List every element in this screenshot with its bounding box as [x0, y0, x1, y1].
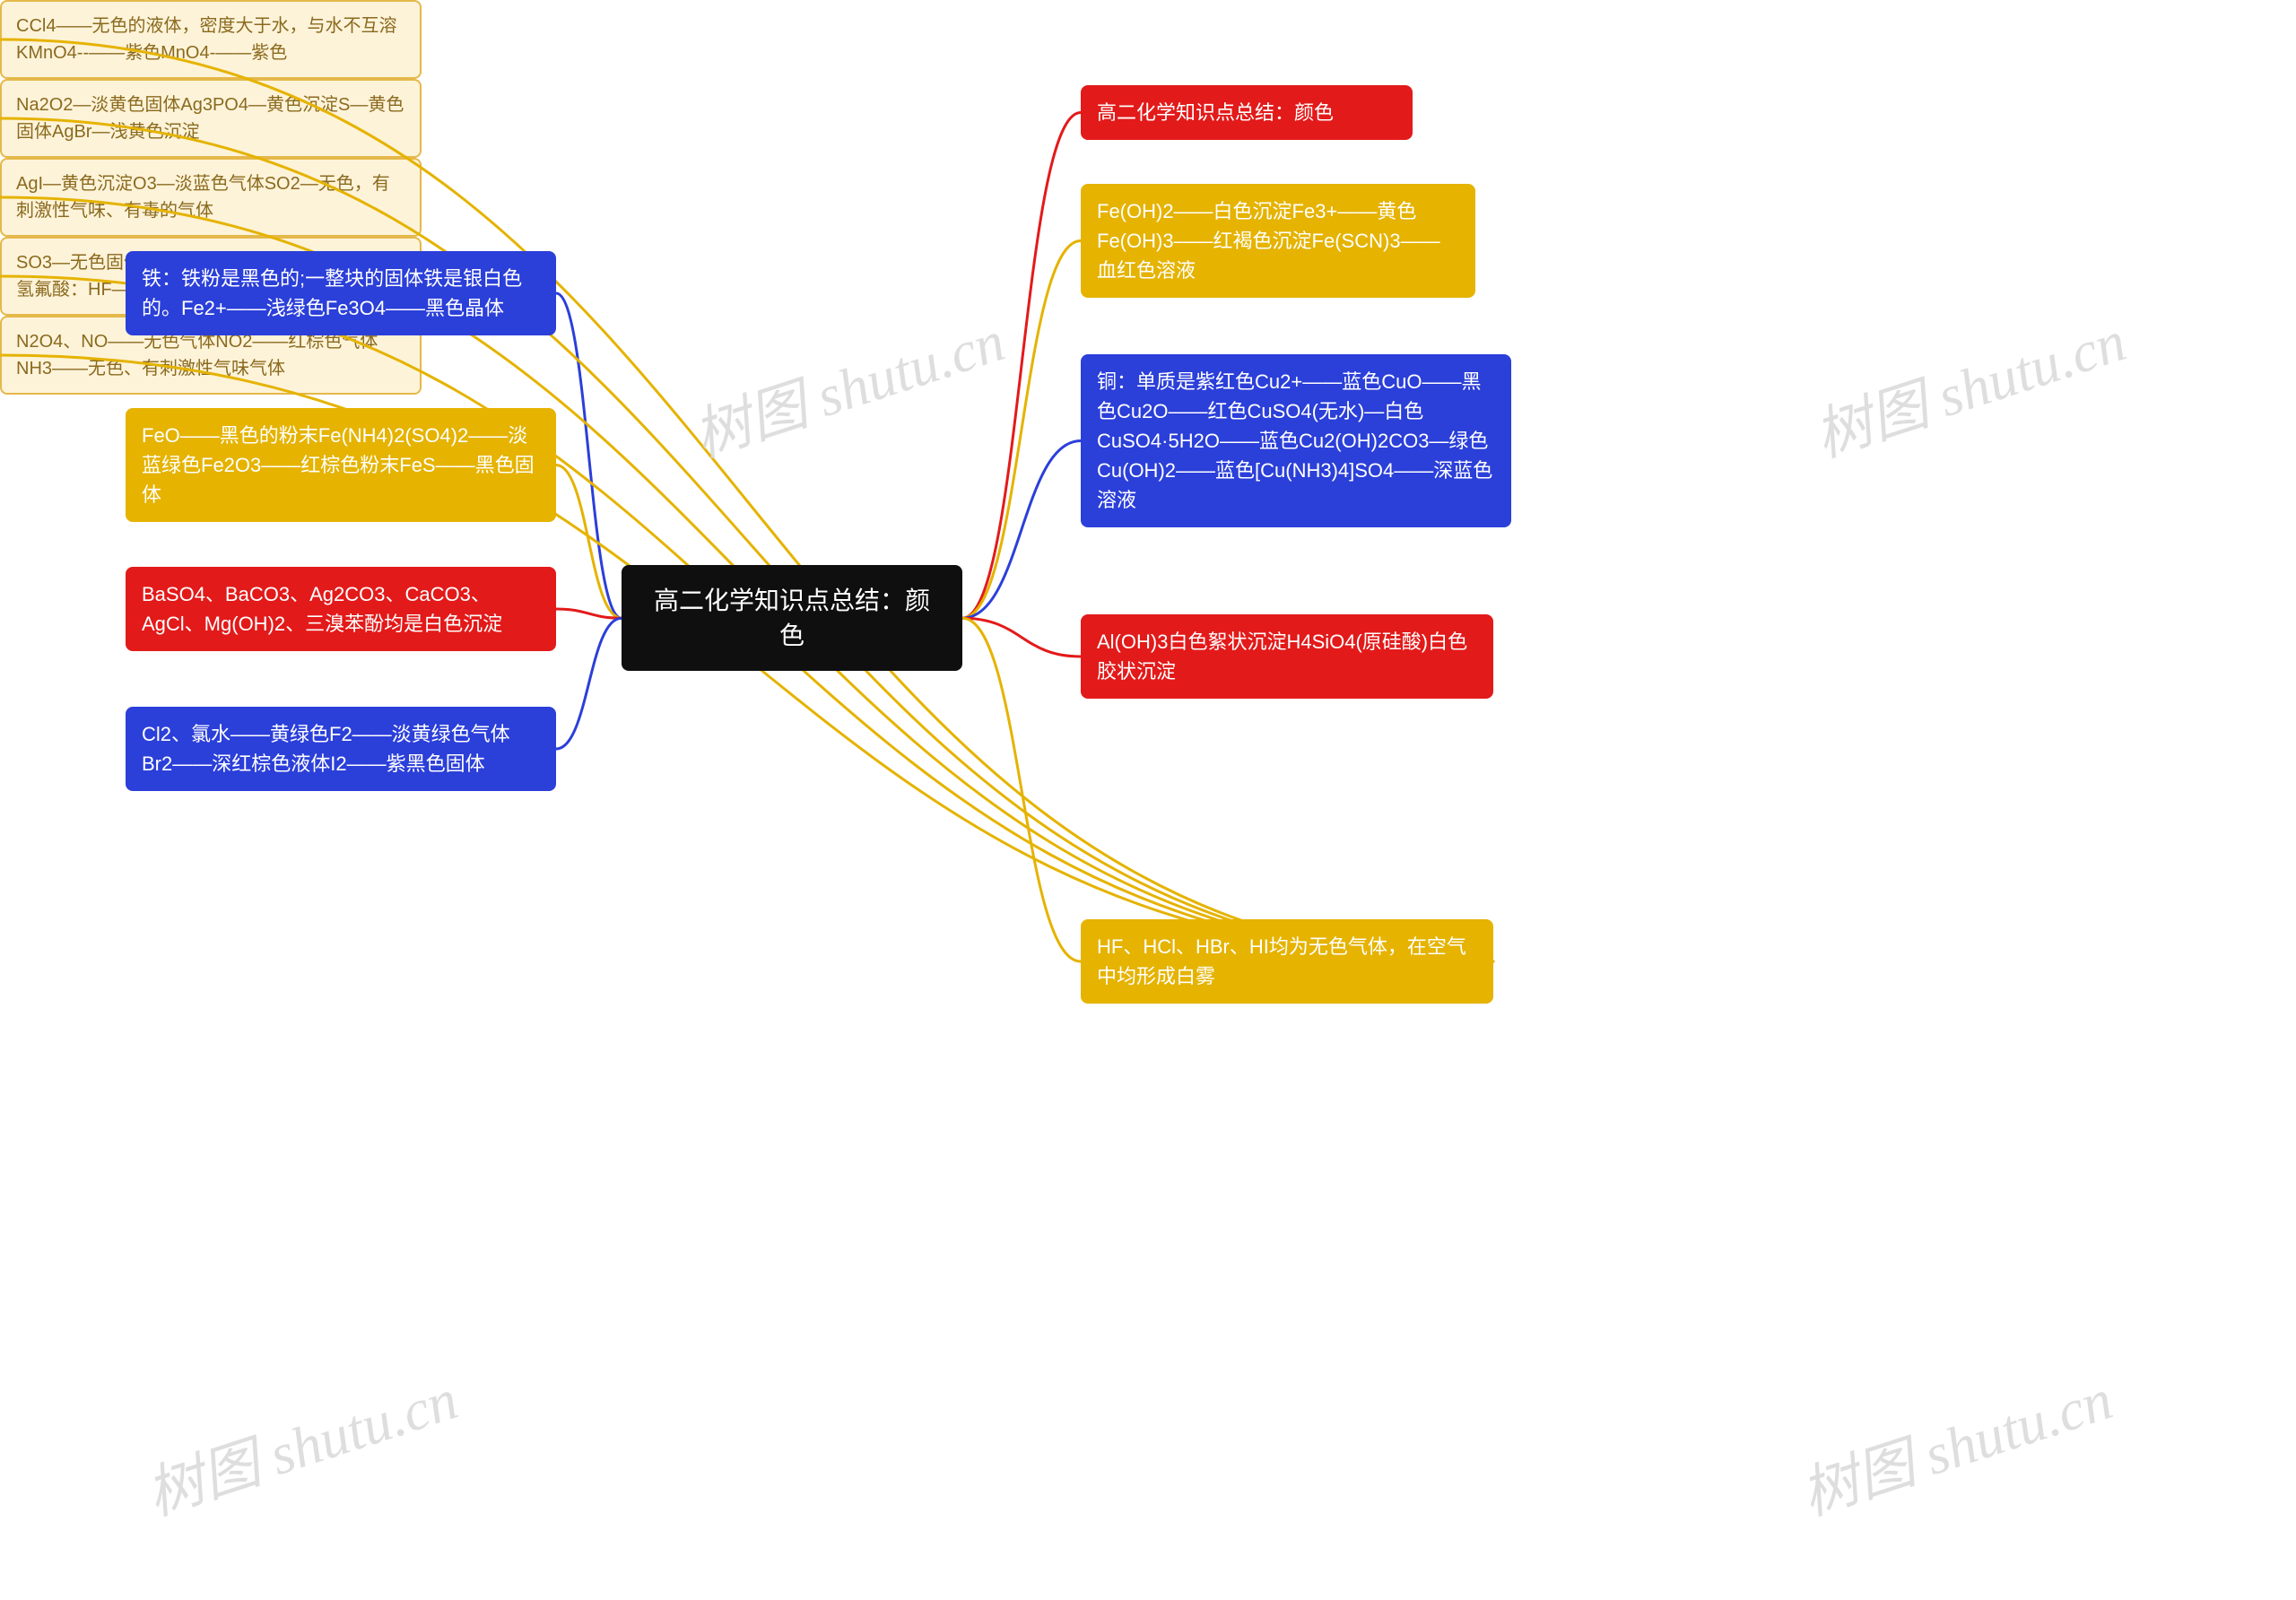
mindmap-leaf: AgI—黄色沉淀O3—淡蓝色气体SO2—无色，有刺激性气味、有毒的气体: [0, 158, 422, 237]
mindmap-leaf: Na2O2—淡黄色固体Ag3PO4—黄色沉淀S—黄色固体AgBr—浅黄色沉淀: [0, 79, 422, 158]
mindmap-node: BaSO4、BaCO3、Ag2CO3、CaCO3、AgCl、Mg(OH)2、三溴…: [126, 567, 556, 651]
watermark: 树图 shutu.cn: [682, 295, 1013, 473]
mindmap-node: Al(OH)3白色絮状沉淀H4SiO4(原硅酸)白色胶状沉淀: [1081, 614, 1493, 699]
node-text: HF、HCl、HBr、HI均为无色气体，在空气中均形成白雾: [1097, 935, 1466, 987]
node-text: Cl2、氯水——黄绿色F2——淡黄绿色气体Br2——深红棕色液体I2——紫黑色固…: [142, 723, 510, 775]
leaf-text: N2O4、NO——无色气体NO2——红棕色气体NH3——无色、有刺激性气味气体: [16, 332, 378, 378]
mindmap-node: FeO——黑色的粉末Fe(NH4)2(SO4)2——淡蓝绿色Fe2O3——红棕色…: [126, 408, 556, 522]
watermark: 树图 shutu.cn: [1803, 295, 2135, 473]
mindmap-leaf: CCl4——无色的液体，密度大于水，与水不互溶KMnO4--——紫色MnO4-—…: [0, 0, 422, 79]
leaf-text: Na2O2—淡黄色固体Ag3PO4—黄色沉淀S—黄色固体AgBr—浅黄色沉淀: [16, 95, 404, 142]
mindmap-node: 铁：铁粉是黑色的;一整块的固体铁是银白色的。Fe2+——浅绿色Fe3O4——黑色…: [126, 251, 556, 335]
mindmap-node: HF、HCl、HBr、HI均为无色气体，在空气中均形成白雾: [1081, 919, 1493, 1004]
node-text: 铜：单质是紫红色Cu2+——蓝色CuO——黑色Cu2O——红色CuSO4(无水)…: [1097, 370, 1492, 511]
node-text: BaSO4、BaCO3、Ag2CO3、CaCO3、AgCl、Mg(OH)2、三溴…: [142, 583, 502, 635]
watermark: 树图 shutu.cn: [1789, 1353, 2121, 1531]
mindmap-node: 高二化学知识点总结：颜色: [1081, 85, 1413, 140]
node-text: Fe(OH)2——白色沉淀Fe3+——黄色Fe(OH)3——红褐色沉淀Fe(SC…: [1097, 200, 1440, 282]
leaf-text: CCl4——无色的液体，密度大于水，与水不互溶KMnO4--——紫色MnO4-—…: [16, 16, 396, 63]
mindmap-node: Cl2、氯水——黄绿色F2——淡黄绿色气体Br2——深红棕色液体I2——紫黑色固…: [126, 707, 556, 791]
root-text: 高二化学知识点总结：颜色: [654, 587, 930, 649]
node-text: Al(OH)3白色絮状沉淀H4SiO4(原硅酸)白色胶状沉淀: [1097, 630, 1467, 683]
mindmap-node: 铜：单质是紫红色Cu2+——蓝色CuO——黑色Cu2O——红色CuSO4(无水)…: [1081, 354, 1511, 527]
node-text: FeO——黑色的粉末Fe(NH4)2(SO4)2——淡蓝绿色Fe2O3——红棕色…: [142, 424, 535, 506]
watermark: 树图 shutu.cn: [135, 1353, 466, 1531]
node-text: 铁：铁粉是黑色的;一整块的固体铁是银白色的。Fe2+——浅绿色Fe3O4——黑色…: [142, 267, 522, 319]
root-node: 高二化学知识点总结：颜色: [622, 565, 962, 671]
mindmap-node: Fe(OH)2——白色沉淀Fe3+——黄色Fe(OH)3——红褐色沉淀Fe(SC…: [1081, 184, 1475, 298]
node-text: 高二化学知识点总结：颜色: [1097, 101, 1334, 124]
leaf-text: AgI—黄色沉淀O3—淡蓝色气体SO2—无色，有刺激性气味、有毒的气体: [16, 174, 390, 221]
